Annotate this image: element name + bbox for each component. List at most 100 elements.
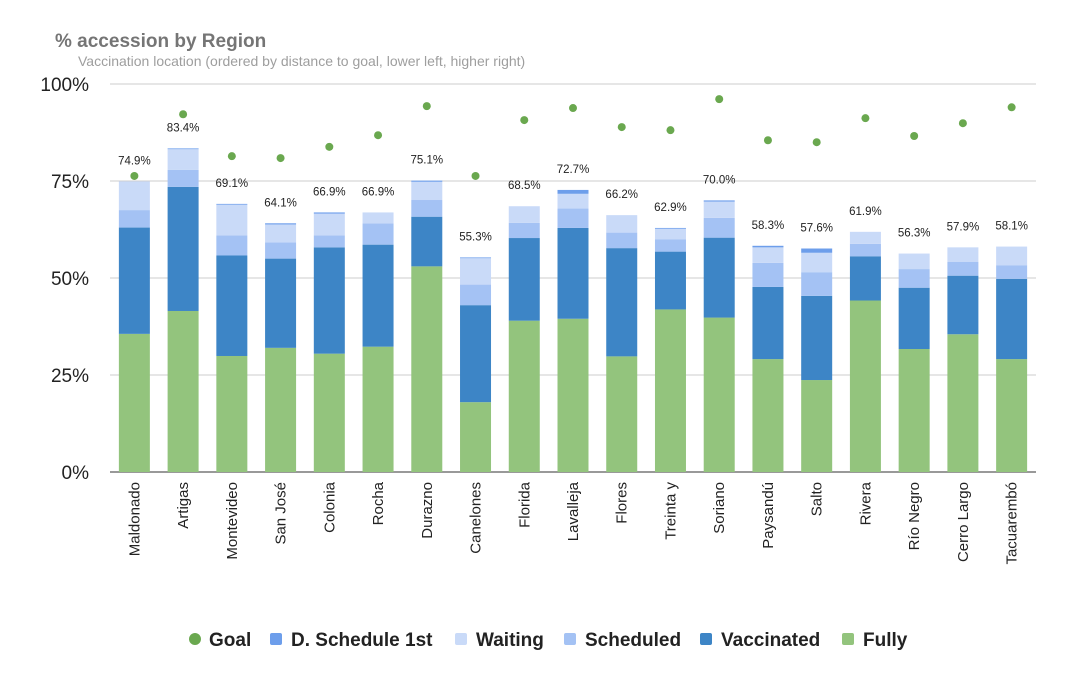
bar-segment-fully xyxy=(216,355,248,472)
x-tick-label: Maldonado xyxy=(126,482,143,556)
goal-point xyxy=(520,116,529,125)
legend-swatch xyxy=(455,633,467,645)
total-data-label: 66.9% xyxy=(313,186,346,198)
bar-segment-waiting xyxy=(167,149,199,170)
total-data-label: 57.6% xyxy=(800,223,833,235)
x-tick-label: Salto xyxy=(809,482,826,516)
total-data-label: 69.1% xyxy=(216,178,249,190)
legend-label: Scheduled xyxy=(585,630,681,651)
bar-segment-waiting xyxy=(801,252,833,273)
bar-segment-waiting xyxy=(996,246,1028,266)
x-tick-label: Treinta y xyxy=(662,482,679,540)
bar-segment-scheduled xyxy=(606,232,638,249)
bar-segment-fully xyxy=(947,334,979,472)
bar-segment-vaccinated xyxy=(557,227,589,319)
goal-point xyxy=(374,131,383,140)
bar-segment-fully xyxy=(703,317,735,472)
legend-label: Fully xyxy=(863,630,908,651)
bar-segment-vaccinated xyxy=(460,305,492,403)
bar-segment-waiting xyxy=(703,201,735,218)
goal-point xyxy=(227,152,236,161)
total-data-label: 72.7% xyxy=(557,164,590,176)
goal-point xyxy=(812,138,821,147)
bar-segment-waiting xyxy=(654,228,686,240)
goal-point xyxy=(179,110,188,119)
legend: Goal D. Schedule 1st Waiting Scheduled Vacci… xyxy=(189,630,908,651)
bar-segment-waiting xyxy=(411,181,443,201)
x-axis: Maldonado Artigas Montevideo San José Coloni… xyxy=(126,481,1020,564)
bar-segment-vaccinated xyxy=(362,244,394,347)
bar-segment-fully xyxy=(801,380,833,472)
bar-segment-d-schedule-1st xyxy=(654,227,686,229)
goal-point xyxy=(861,114,870,123)
bar-segment-scheduled xyxy=(557,208,589,228)
total-data-label: 68.5% xyxy=(508,180,541,192)
gridlines: 0% 25% 50% 75% 100% xyxy=(40,75,1036,484)
x-tick-label: Soriano xyxy=(711,482,728,534)
goal-point xyxy=(666,126,675,135)
x-tick-label: Durazno xyxy=(419,482,436,539)
legend-swatch xyxy=(564,633,576,645)
legend-label: D. Schedule 1st xyxy=(291,630,433,651)
total-data-label: 61.9% xyxy=(849,206,882,218)
total-data-label: 66.2% xyxy=(605,189,638,201)
bar-segment-vaccinated xyxy=(411,216,443,267)
x-tick-label: Flores xyxy=(614,482,631,524)
bars xyxy=(118,148,1028,472)
bar-segment-vaccinated xyxy=(898,287,930,350)
bar-segment-scheduled xyxy=(313,235,345,248)
bar-segment-waiting xyxy=(849,231,881,244)
bar-segment-scheduled xyxy=(265,242,297,259)
bar-segment-waiting xyxy=(216,204,248,236)
legend-swatch xyxy=(270,633,282,645)
x-tick-label: Rocha xyxy=(370,481,387,525)
legend-label: Goal xyxy=(209,630,251,651)
y-tick-label: 25% xyxy=(51,366,89,387)
bar-segment-vaccinated xyxy=(265,258,297,348)
legend-label: Waiting xyxy=(476,630,544,651)
bar-segment-waiting xyxy=(118,181,150,211)
bar-segment-d-schedule-1st xyxy=(460,257,492,259)
bar-segment-fully xyxy=(411,266,443,472)
goal-points xyxy=(130,95,1016,180)
x-tick-label: Río Negro xyxy=(906,482,923,550)
bar-segment-scheduled xyxy=(703,217,735,238)
total-data-label: 64.1% xyxy=(264,197,297,209)
x-tick-label: Rivera xyxy=(857,481,874,525)
goal-point xyxy=(910,131,919,140)
x-tick-label: Florida xyxy=(516,481,533,528)
bar-segment-d-schedule-1st xyxy=(703,200,735,202)
bar-segment-scheduled xyxy=(654,239,686,252)
bar-segment-d-schedule-1st xyxy=(313,212,345,214)
bar-segment-waiting xyxy=(898,253,930,270)
goal-point xyxy=(276,154,285,163)
goal-point xyxy=(715,95,724,104)
bar-segment-fully xyxy=(849,300,881,472)
bar-segment-vaccinated xyxy=(606,248,638,357)
total-data-label: 55.3% xyxy=(459,231,492,243)
bar-segment-fully xyxy=(898,349,930,472)
bar-segment-waiting xyxy=(606,215,638,233)
bar-segment-waiting xyxy=(752,247,784,263)
bar-segment-scheduled xyxy=(460,284,492,306)
total-data-label: 66.9% xyxy=(362,186,395,198)
total-data-label: 75.1% xyxy=(410,155,443,167)
bar-segment-vaccinated xyxy=(216,255,248,356)
chart-subtitle: Vaccination location (ordered by distanc… xyxy=(78,53,525,69)
x-tick-label: Artigas xyxy=(175,482,192,529)
bar-segment-vaccinated xyxy=(801,295,833,381)
bar-segment-scheduled xyxy=(898,269,930,288)
total-data-label: 57.9% xyxy=(947,221,980,233)
bar-segment-scheduled xyxy=(362,223,394,245)
x-tick-label: Paysandú xyxy=(760,482,777,549)
bar-segment-vaccinated xyxy=(996,278,1028,360)
bar-segment-d-schedule-1st xyxy=(265,223,297,225)
bar-segment-scheduled xyxy=(216,235,248,256)
x-tick-label: Canelones xyxy=(468,482,485,554)
bar-segment-d-schedule-1st xyxy=(752,245,784,248)
bar-segment-scheduled xyxy=(849,243,881,257)
x-tick-label: Lavalleja xyxy=(565,481,582,541)
bar-segment-fully xyxy=(313,353,345,472)
bar-segment-scheduled xyxy=(996,265,1028,279)
